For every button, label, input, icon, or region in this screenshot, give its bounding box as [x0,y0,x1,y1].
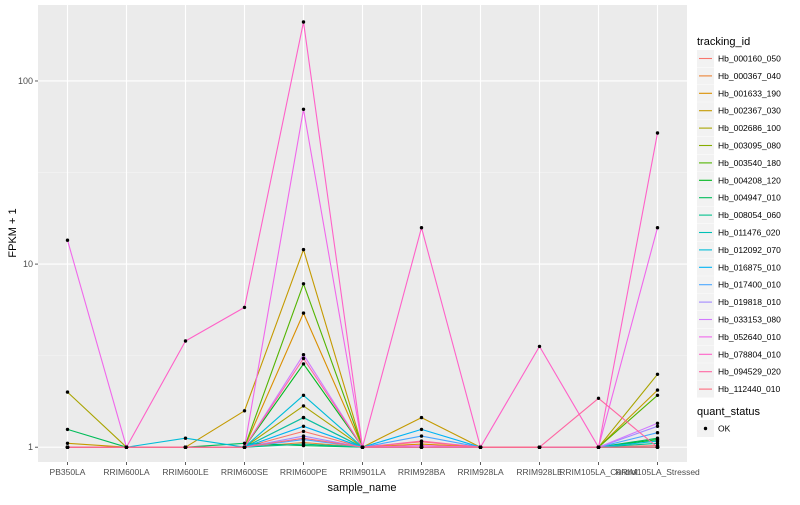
data-point [419,445,424,449]
data-point [655,393,660,397]
data-point [478,445,483,449]
data-point [301,436,306,440]
data-point [655,424,660,428]
y-axis-title: FPKM + 1 [7,208,19,257]
x-tick-label: RRIM928LE [516,467,563,477]
legend-label: Hb_052640_010 [718,332,781,342]
data-point [301,362,306,366]
legend-label: Hb_078804_010 [718,349,781,359]
x-tick-label: PB350LA [50,467,86,477]
data-point [65,445,70,449]
legend-label: Hb_017400_010 [718,280,781,290]
legend-title: tracking_id [697,36,750,48]
data-point [242,445,247,449]
legend-label: Hb_000367_040 [718,71,781,81]
x-axis-title: sample_name [327,482,396,494]
data-point [301,282,306,286]
legend-label: Hb_019818_010 [718,297,781,307]
legend-label: Hb_001633_190 [718,88,781,98]
y-tick-label: 1 [28,442,33,452]
data-point [183,436,188,440]
data-points [65,20,660,449]
data-point [419,439,424,443]
data-point [301,353,306,357]
data-point [419,434,424,438]
data-point [655,372,660,376]
legend-label: Hb_004208_120 [718,175,781,185]
legend-label: Hb_033153_080 [718,315,781,325]
legend-label: Hb_002367_030 [718,106,781,116]
legend-label: Hb_012092_070 [718,245,781,255]
data-point [655,388,660,392]
data-point [301,356,306,361]
data-point [655,421,660,425]
x-tick-label: RRIM928BA [398,467,446,477]
x-tick-label: RRIM600PE [280,467,328,477]
legend-label: Hb_003095_080 [718,141,781,151]
data-point [301,393,306,397]
data-point [301,107,306,112]
legend-label: Hb_000160_050 [718,54,781,64]
data-point [537,344,542,349]
data-point [301,424,306,428]
data-point [596,445,601,449]
data-point [655,131,660,135]
legend-key-point [703,426,708,431]
data-point [65,238,70,242]
data-point [596,396,601,400]
x-tick-label: RRIM600LE [162,467,209,477]
data-point [242,441,247,445]
data-point [124,445,129,449]
data-point [301,442,306,446]
data-point [537,445,542,449]
data-point [655,431,660,435]
data-point [360,445,365,449]
point-legend-items: OK [697,420,731,437]
data-point [655,439,660,443]
x-tick-label: RRIM105LA_Stressed [615,467,700,477]
data-point [301,20,306,24]
data-point [183,339,188,343]
data-point [242,305,247,310]
x-tick-label: RRIM600SE [221,467,269,477]
y-tick-label: 10 [23,259,33,269]
point-legend-title: quant_status [697,406,760,418]
data-point [301,415,306,420]
legend-label: Hb_003540_180 [718,158,781,168]
x-tick-label: RRIM928LA [457,467,504,477]
y-axis: 1 10 100 [18,76,38,452]
data-point [655,436,660,440]
legend-label: Hb_008054_060 [718,210,781,220]
data-point [301,247,306,252]
legend-label: Hb_094529_020 [718,367,781,377]
x-tick-label: RRIM105LA_Control [559,467,638,477]
data-point [655,226,660,230]
legend-label: Hb_112440_010 [718,384,781,394]
data-point [301,429,306,434]
legend-label: Hb_011476_020 [718,228,781,238]
data-point [419,226,424,230]
x-tick-label: RRIM600LA [103,467,150,477]
legend-label: Hb_016875_010 [718,262,781,272]
legend-label: Hb_004947_010 [718,193,781,203]
data-point [419,427,424,432]
x-axis: PB350LA RRIM600LA RRIM600LE RRIM600SE RRIM60… [50,462,700,477]
legend: tracking_id Hb_000160_050Hb_000367_040Hb… [697,36,781,437]
data-point [65,427,70,432]
data-point [242,409,247,413]
data-point [65,390,70,394]
data-point [655,445,660,449]
data-point [301,404,306,408]
legend-label: Hb_002686_100 [718,123,781,133]
legend-items: Hb_000160_050 Hb_000367_040 Hb_001633_190 H… [697,50,781,398]
x-tick-label: RRIM901LA [339,467,386,477]
data-point [419,415,424,420]
data-point [65,441,70,445]
data-point [183,445,188,449]
data-point [301,311,306,315]
legend-label: OK [718,424,731,434]
y-tick-label: 100 [18,76,33,86]
